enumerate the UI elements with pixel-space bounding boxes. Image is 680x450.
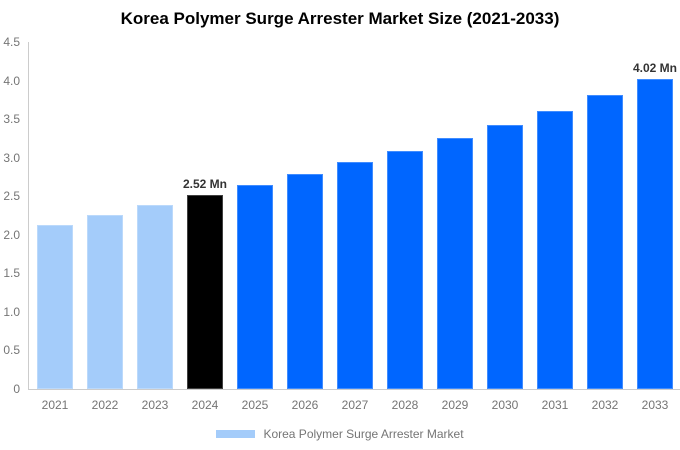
data-label-2024: 2.52 Mn	[182, 177, 227, 191]
y-tick-label: 1.5	[3, 266, 20, 281]
bar-2024	[187, 195, 223, 389]
x-tick-label-2023: 2023	[141, 398, 169, 412]
x-tick-label-2030: 2030	[491, 398, 519, 412]
y-tick-label: 2.0	[3, 227, 20, 242]
x-tick-label-2025: 2025	[241, 398, 269, 412]
legend-label: Korea Polymer Surge Arrester Market	[263, 427, 464, 441]
x-tick-label-2026: 2026	[291, 398, 319, 412]
bar-2028	[387, 151, 423, 389]
y-axis-line	[28, 42, 29, 389]
y-tick-label: 4.0	[3, 73, 20, 88]
y-tick-label: 2.5	[3, 189, 20, 204]
y-tick-label: 1.0	[3, 304, 20, 319]
x-tick-label-2033: 2033	[641, 398, 669, 412]
y-tick-label: 4.5	[3, 35, 20, 49]
x-tick-label-2022: 2022	[91, 398, 119, 412]
bar-2030	[487, 125, 523, 389]
bar-2027	[337, 162, 373, 389]
chart-legend: Korea Polymer Surge Arrester Market	[0, 427, 680, 441]
bar-2032	[587, 95, 623, 389]
bar-2025	[237, 185, 273, 389]
bar-2031	[537, 111, 573, 389]
x-tick-label-2028: 2028	[391, 398, 419, 412]
x-tick-label-2029: 2029	[441, 398, 469, 412]
x-tick-label-2021: 2021	[41, 398, 69, 412]
data-label-2033: 4.02 Mn	[632, 61, 677, 75]
bar-2022	[87, 215, 123, 389]
bar-2021	[37, 225, 73, 389]
bar-2033	[637, 79, 673, 389]
legend-swatch	[216, 430, 256, 438]
x-tick-label-2024: 2024	[191, 398, 219, 412]
y-tick-label: 3.5	[3, 112, 20, 127]
x-axis-line	[28, 389, 680, 390]
x-tick-label-2027: 2027	[341, 398, 369, 412]
y-tick-label: 0	[13, 382, 20, 396]
chart-title: Korea Polymer Surge Arrester Market Size…	[120, 9, 560, 28]
bar-2029	[437, 138, 473, 389]
x-tick-label-2032: 2032	[591, 398, 619, 412]
bar-2026	[287, 174, 323, 389]
y-tick-label: 0.5	[3, 343, 20, 358]
x-tick-label-2031: 2031	[541, 398, 569, 412]
y-tick-label: 3.0	[3, 150, 20, 165]
bar-2023	[137, 205, 173, 389]
